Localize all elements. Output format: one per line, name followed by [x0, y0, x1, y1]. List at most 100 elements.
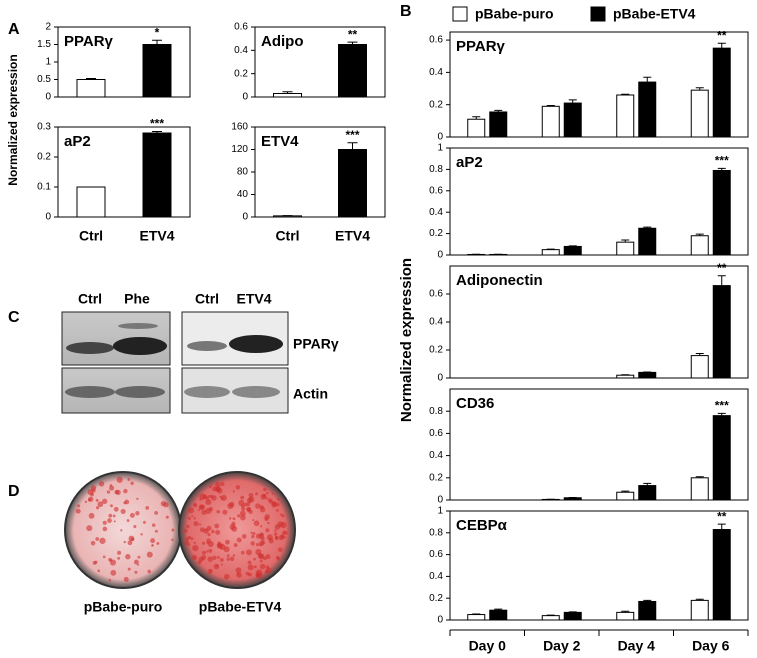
stain-speckle: [90, 540, 96, 546]
stain-speckle: [102, 555, 106, 559]
stain-speckle: [87, 498, 92, 502]
stain-speckle: [193, 503, 197, 506]
y-tick-label: 0.4: [429, 571, 443, 582]
blot-band: [113, 337, 167, 355]
stain-speckle: [92, 561, 97, 565]
stain-speckle: [143, 520, 146, 524]
stain-speckle: [267, 521, 270, 525]
plot-frame: [57, 126, 191, 218]
stain-speckle: [280, 513, 283, 516]
stain-speckle: [75, 508, 81, 514]
blot-band: [187, 341, 227, 351]
stain-speckle: [207, 494, 211, 498]
y-tick-label: 0.6: [429, 289, 443, 300]
stain-speckle: [77, 504, 81, 508]
stain-speckle: [108, 513, 113, 518]
y-tick-label: 0.2: [429, 472, 443, 483]
stain-speckle: [192, 544, 199, 552]
y-tick-label: 0: [437, 250, 443, 261]
error-bar: [717, 275, 726, 286]
chart-title: aP2: [64, 133, 91, 150]
stain-speckle: [262, 494, 267, 498]
stain-speckle: [236, 572, 242, 578]
blot-row-label: Actin: [293, 386, 328, 402]
stain-speckle: [255, 542, 260, 547]
stain-speckle: [171, 528, 175, 532]
stain-speckle: [193, 517, 196, 520]
stain-speckle: [274, 536, 279, 541]
stain-speckle: [102, 526, 108, 532]
stain-speckle: [140, 533, 143, 536]
stain-speckle: [263, 487, 267, 492]
stain-speckle: [113, 520, 116, 523]
stain-speckle: [110, 559, 113, 562]
stain-speckle: [248, 492, 254, 498]
bar: [638, 227, 657, 256]
y-tick-label: 0.5: [37, 74, 51, 85]
y-tick-label: 0.6: [429, 549, 443, 560]
stain-speckle: [110, 504, 113, 508]
stain-speckle: [193, 541, 196, 544]
blot-band: [184, 386, 230, 398]
stain-speckle: [127, 567, 131, 571]
bar: [690, 599, 709, 621]
stain-speckle: [216, 542, 224, 549]
stain-speckle: [120, 529, 123, 532]
stain-speckle: [171, 538, 174, 542]
bar: [638, 600, 657, 621]
y-tick-label: 0: [437, 132, 443, 143]
stain-speckle: [201, 509, 207, 515]
stain-speckle: [216, 555, 220, 559]
plot-frame: [254, 26, 386, 98]
bar: [563, 497, 582, 501]
bar: [273, 215, 302, 218]
stain-speckle: [108, 578, 112, 582]
y-tick-label: 0.6: [234, 22, 248, 33]
y-tick-label: 0: [45, 212, 51, 223]
lane-label: Ctrl: [78, 291, 102, 307]
bar: [489, 253, 508, 256]
stain-speckle: [251, 535, 255, 539]
stain-speckle: [212, 555, 217, 560]
stain-speckle: [88, 512, 95, 519]
stain-speckle: [129, 512, 135, 518]
legend-label: pBabe-ETV4: [613, 6, 696, 22]
stain-speckle: [259, 563, 266, 570]
stain-speckle: [265, 528, 270, 533]
blot-band: [66, 342, 114, 354]
stain-speckle: [232, 554, 236, 557]
y-tick-label: 0.4: [234, 45, 248, 56]
stain-speckle: [86, 525, 93, 532]
plates: [64, 471, 296, 589]
stain-speckle: [117, 556, 121, 560]
stain-speckle: [240, 495, 245, 500]
stain-speckle: [232, 490, 235, 493]
stain-speckle: [278, 547, 283, 553]
plot-frame: [449, 147, 749, 256]
chart-title: Adiponectin: [456, 272, 543, 289]
y-tick-label: 0: [45, 92, 51, 103]
y-axis-label: Normalized expression: [398, 258, 415, 422]
chart-title: aP2: [456, 154, 483, 171]
stain-speckle: [247, 560, 252, 565]
y-tick-label: 0: [242, 92, 248, 103]
bar: [690, 477, 709, 501]
bar: [489, 111, 508, 138]
stain-speckle: [269, 537, 272, 540]
stain-speckle: [259, 532, 264, 537]
bar: [616, 241, 635, 256]
stain-speckle: [219, 557, 224, 562]
significance: *: [155, 25, 160, 39]
stain-speckle: [207, 540, 214, 548]
lane-label: ETV4: [236, 291, 271, 307]
stain-speckle: [107, 518, 112, 523]
plate-label: pBabe-puro: [84, 599, 163, 615]
x-tick-label: Day 2: [543, 638, 581, 654]
stain-speckle: [91, 488, 96, 493]
stain-speckle: [258, 553, 265, 560]
blot-band: [118, 323, 158, 329]
stain-speckle: [98, 481, 105, 487]
stain-speckle: [109, 484, 113, 487]
y-tick-label: 0.6: [429, 185, 443, 196]
chart-title: Adipo: [261, 33, 304, 50]
